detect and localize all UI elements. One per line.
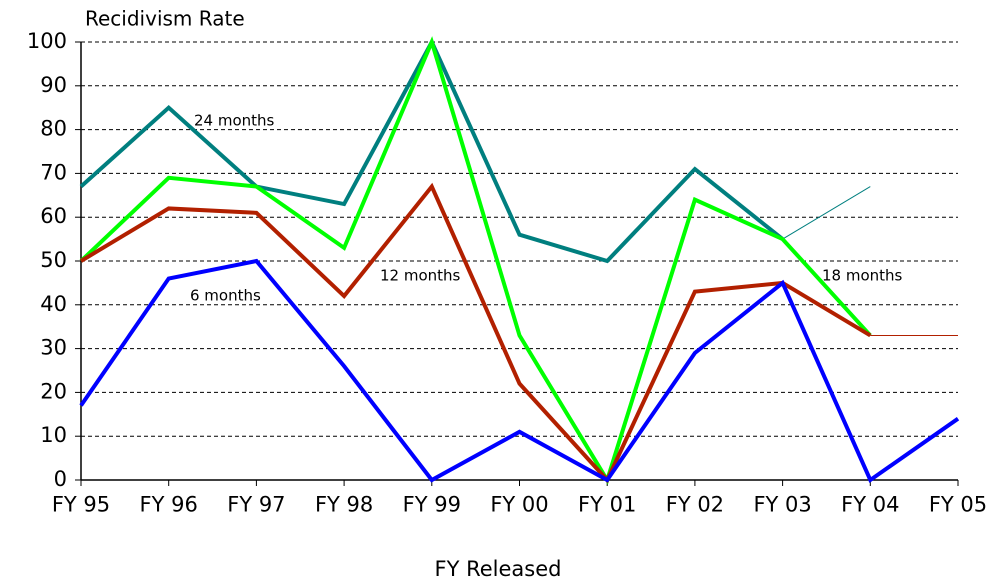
series-label: 12 months (380, 267, 461, 285)
x-tick-label: FY 03 (753, 493, 811, 517)
x-tick-label: FY 05 (929, 493, 987, 517)
x-axis-title: FY Released (435, 557, 562, 581)
series-label: 24 months (194, 112, 275, 130)
x-tick-label: FY 01 (578, 493, 636, 517)
x-tick-label: FY 99 (403, 493, 461, 517)
series-line (79, 258, 960, 484)
chart-title: Recidivism Rate (85, 7, 245, 31)
x-tick-label: FY 95 (52, 493, 110, 517)
y-tick-label: 0 (54, 467, 67, 491)
y-tick-label: 50 (40, 248, 67, 272)
x-tick-label: FY 00 (490, 493, 548, 517)
y-tick-label: 100 (27, 29, 67, 53)
y-tick-label: 40 (40, 292, 67, 316)
series-line (79, 37, 784, 264)
series-line (79, 36, 872, 485)
y-tick-label: 90 (40, 73, 67, 97)
series-line (79, 182, 872, 484)
series-label: 6 months (190, 287, 261, 305)
y-tick-label: 80 (40, 117, 67, 141)
x-tick-label: FY 97 (227, 493, 285, 517)
series-label: 18 months (822, 267, 903, 285)
y-tick-label: 30 (40, 336, 67, 360)
x-tick-label: FY 98 (315, 493, 373, 517)
y-tick-label: 20 (40, 379, 67, 403)
y-tick-label: 60 (40, 204, 67, 228)
y-tick-label: 10 (40, 423, 67, 447)
x-tick-label: FY 96 (140, 493, 198, 517)
x-tick-label: FY 04 (841, 493, 899, 517)
series-line (782, 186, 871, 240)
y-tick-label: 70 (40, 160, 67, 184)
x-tick-label: FY 02 (666, 493, 724, 517)
